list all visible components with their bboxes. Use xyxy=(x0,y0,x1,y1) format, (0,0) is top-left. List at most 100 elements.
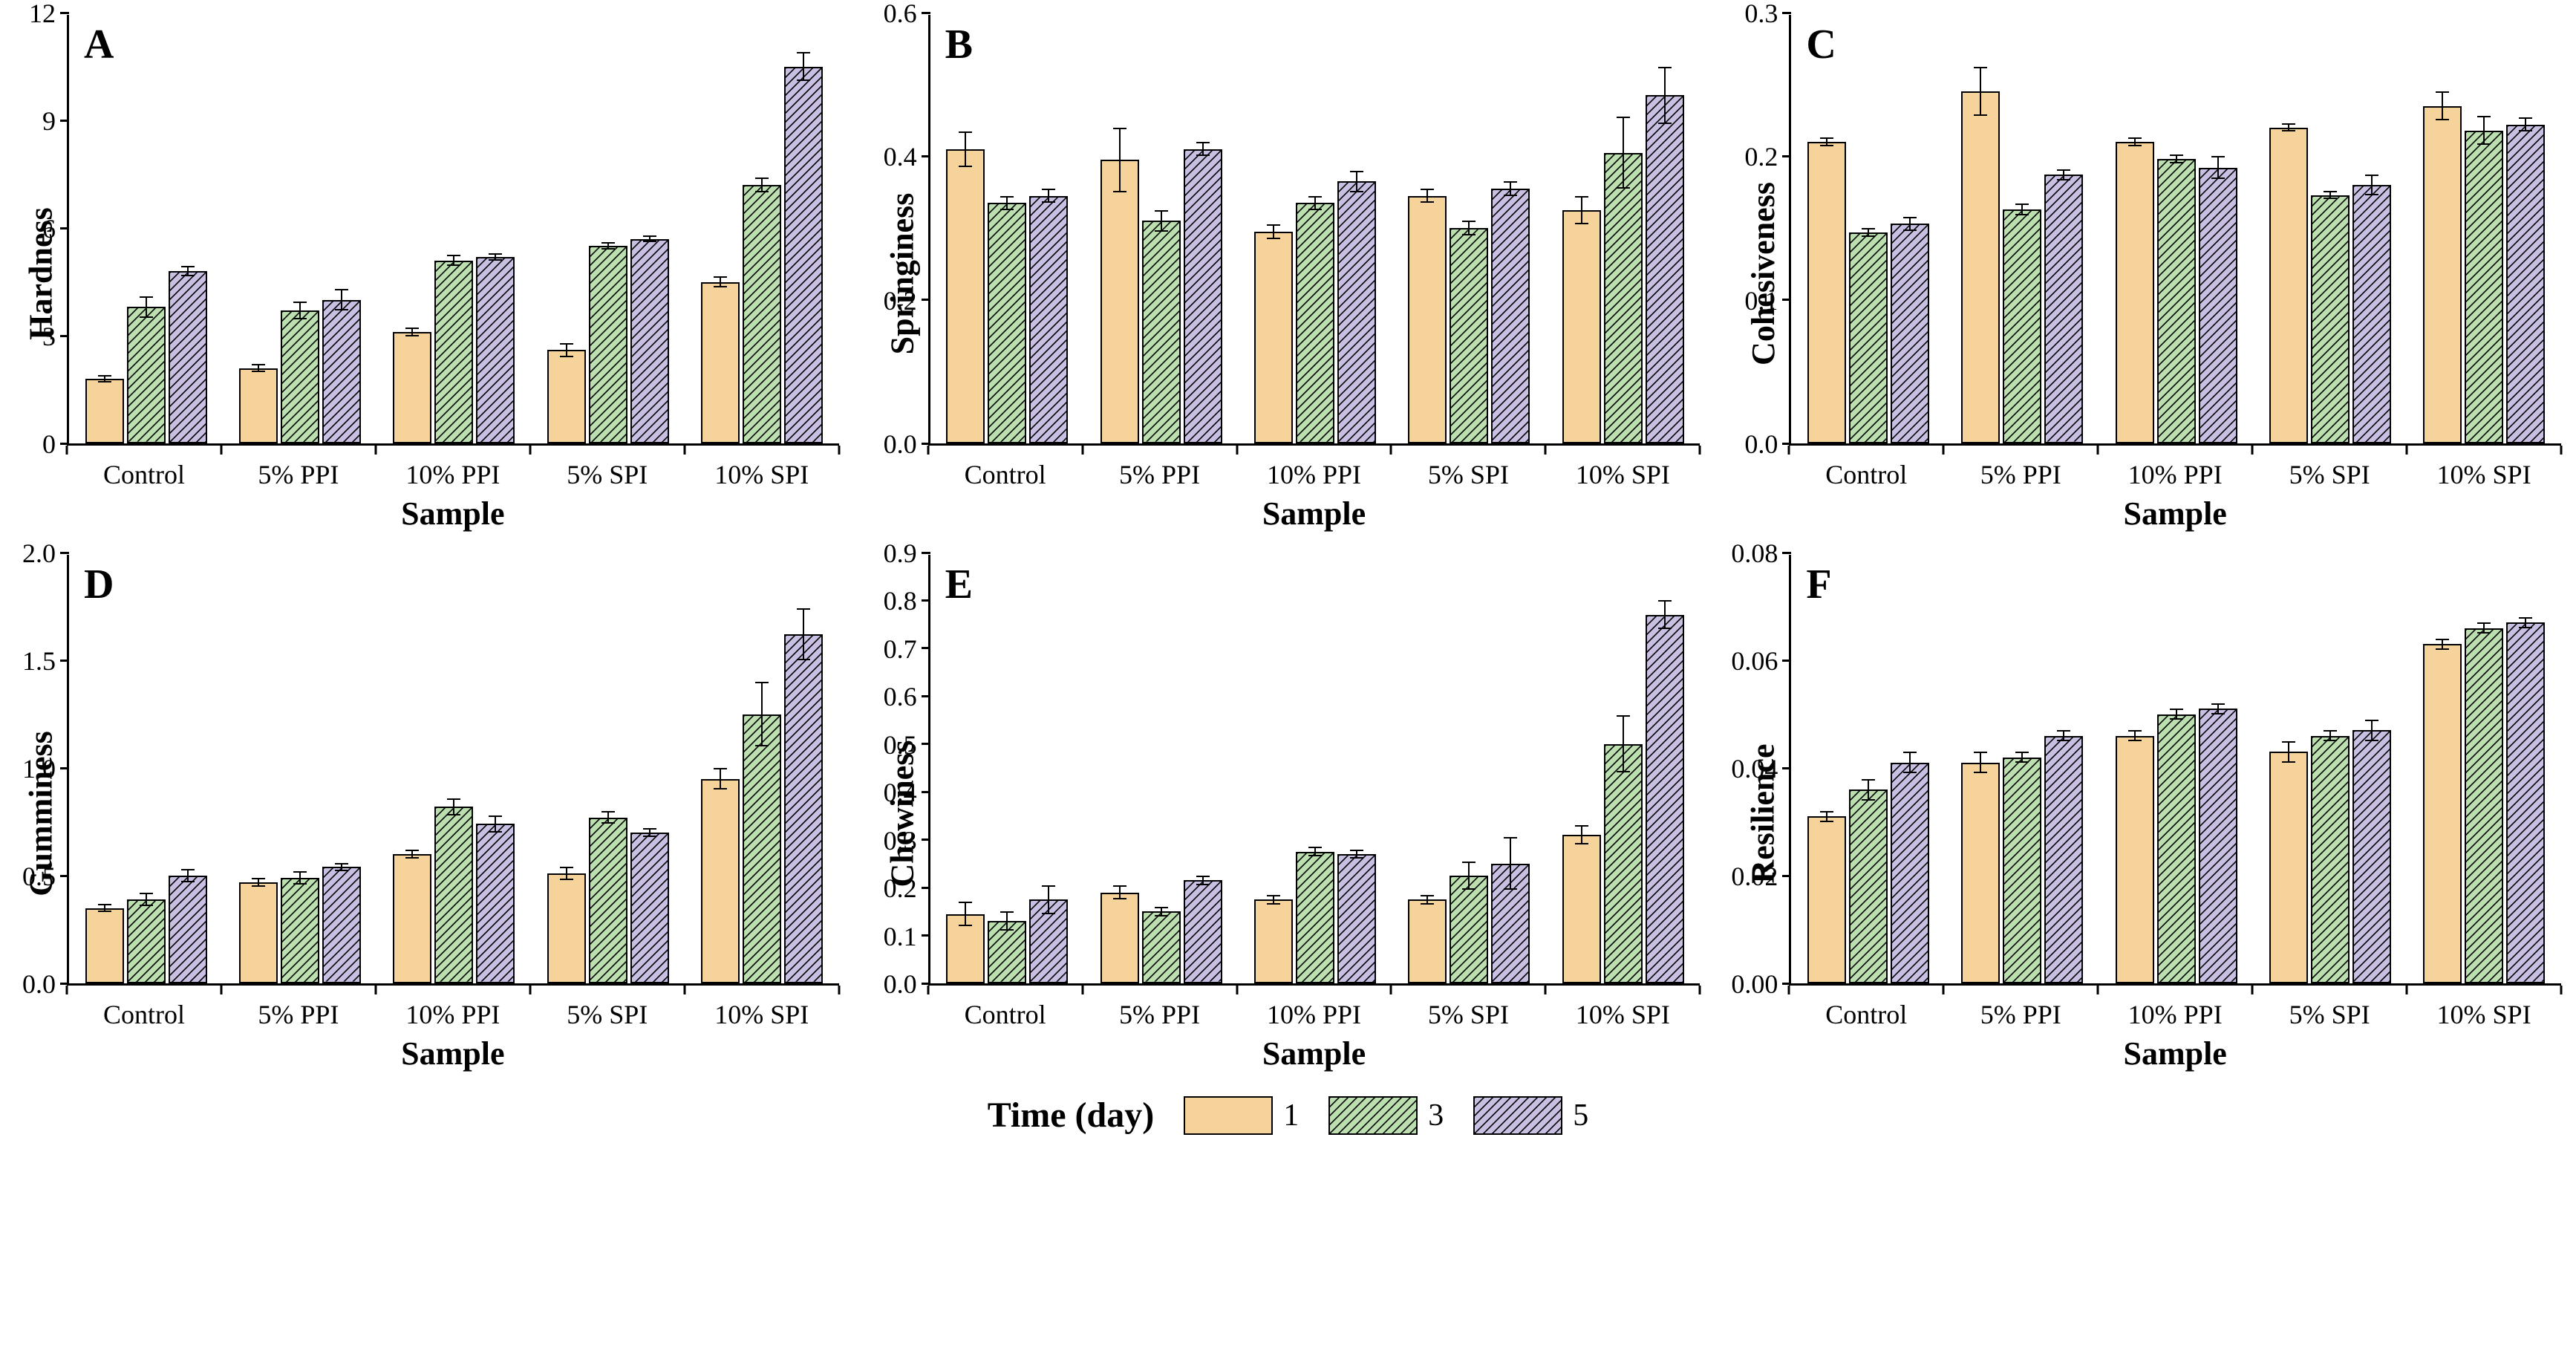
plot-area: D0.00.51.01.52.0 xyxy=(67,555,839,986)
legend-label: 3 xyxy=(1428,1098,1444,1133)
bar xyxy=(2423,644,2462,983)
error-bar xyxy=(761,178,763,192)
error-bar xyxy=(2217,703,2219,714)
error-bar xyxy=(2288,123,2289,132)
error-bar xyxy=(1581,825,1582,844)
bar-group xyxy=(377,555,531,983)
error-bar xyxy=(1202,876,1204,885)
x-axis-label: Sample xyxy=(1789,495,2561,533)
bar xyxy=(547,350,586,443)
legend-items: 1 35 xyxy=(1184,1096,1588,1135)
y-tick-label: 0.0 xyxy=(1744,429,1778,460)
bar xyxy=(1604,153,1643,444)
error-bar xyxy=(187,869,189,882)
y-tick-label: 0.1 xyxy=(1744,285,1778,316)
error-bar xyxy=(2329,730,2331,741)
error-bar xyxy=(146,296,147,318)
error-bar xyxy=(341,863,342,872)
x-tick-label: 5% SPI xyxy=(1391,997,1545,1030)
legend-label: 1 xyxy=(1283,1098,1299,1133)
bar-group xyxy=(1084,555,1238,983)
error-bar xyxy=(1623,117,1624,189)
y-axis-label: Springiness xyxy=(883,193,921,355)
error-bar xyxy=(258,878,259,887)
bar xyxy=(2003,758,2041,984)
error-bar xyxy=(187,266,189,277)
x-tick-label: 5% PPI xyxy=(221,997,376,1030)
y-axis-label: Cohesiveness xyxy=(1744,182,1782,365)
error-bar xyxy=(1048,885,1049,914)
error-bar xyxy=(607,811,609,824)
bar-group xyxy=(1546,15,1700,443)
y-tick-label: 0.0 xyxy=(884,968,917,1000)
error-bar xyxy=(720,768,721,789)
y-tick-label: 0.6 xyxy=(884,681,917,712)
bar-group xyxy=(1546,555,1700,983)
bar xyxy=(2269,752,2308,983)
error-bar xyxy=(1426,189,1428,203)
bar xyxy=(1961,763,2000,983)
error-bar xyxy=(2176,154,2177,163)
error-bar xyxy=(803,608,804,660)
x-tick-label: 10% PPI xyxy=(376,997,530,1030)
bar xyxy=(2044,736,2083,984)
x-tick-label: 10% PPI xyxy=(2098,997,2252,1030)
bar-group xyxy=(930,15,1084,443)
error-bar xyxy=(2483,116,2485,145)
error-bar xyxy=(2217,156,2219,179)
error-bar xyxy=(1909,752,1911,773)
error-bar xyxy=(2442,91,2443,120)
plot-area: C0.00.10.20.3 xyxy=(1789,15,2561,446)
x-tick-label: Control xyxy=(67,997,221,1030)
bar xyxy=(589,818,627,983)
y-tick-label: 9 xyxy=(42,105,56,137)
bar xyxy=(2465,131,2503,443)
bar xyxy=(239,882,278,983)
legend-item: 5 xyxy=(1473,1096,1588,1135)
y-tick-label: 0.5 xyxy=(22,861,56,892)
error-bar xyxy=(1356,171,1357,192)
bar xyxy=(701,282,740,444)
panel-A: HardnessA036912Control5% PPI10% PPI5% SP… xyxy=(15,15,839,533)
legend-item: 1 xyxy=(1184,1096,1299,1135)
bar xyxy=(1408,196,1447,444)
error-bar xyxy=(1664,600,1666,629)
error-bar xyxy=(1980,752,1981,773)
bar xyxy=(1142,221,1181,443)
x-tick-label: Control xyxy=(928,458,1083,490)
bar xyxy=(1604,744,1643,983)
bar xyxy=(1408,899,1447,983)
bar xyxy=(1891,763,1929,983)
bar-group xyxy=(1392,555,1546,983)
bar xyxy=(743,714,781,984)
x-tick-label: 10% SPI xyxy=(2407,997,2561,1030)
plot-area: E0.00.10.20.30.40.50.60.70.80.9 xyxy=(928,555,1701,986)
error-bar xyxy=(1980,67,1981,116)
bar xyxy=(1450,876,1488,983)
bar xyxy=(2506,622,2545,983)
bar-group xyxy=(1791,15,1945,443)
bar-group xyxy=(1084,15,1238,443)
x-tick-label: 5% SPI xyxy=(530,458,685,490)
bar xyxy=(2465,628,2503,984)
x-tick-label: 5% PPI xyxy=(1943,997,2098,1030)
panel-C: CohesivenessC0.00.10.20.3Control5% PPI10… xyxy=(1737,15,2561,533)
error-bar xyxy=(2442,639,2443,650)
bar xyxy=(85,908,124,984)
y-tick-label: 0.0 xyxy=(884,429,917,460)
error-bar xyxy=(1426,895,1428,905)
legend-item: 3 xyxy=(1328,1096,1444,1135)
bar xyxy=(1337,181,1376,443)
x-tick-label: 10% SPI xyxy=(685,458,839,490)
error-bar xyxy=(341,289,342,310)
error-bar xyxy=(566,867,567,879)
bar-group xyxy=(2407,15,2561,443)
error-bar xyxy=(453,255,454,266)
bar xyxy=(476,824,515,983)
x-tick-label: 5% SPI xyxy=(2252,458,2407,490)
error-bar xyxy=(453,798,454,815)
bar xyxy=(127,307,166,443)
bar xyxy=(701,779,740,984)
bar xyxy=(2506,125,2545,443)
error-bar xyxy=(1909,217,1911,231)
